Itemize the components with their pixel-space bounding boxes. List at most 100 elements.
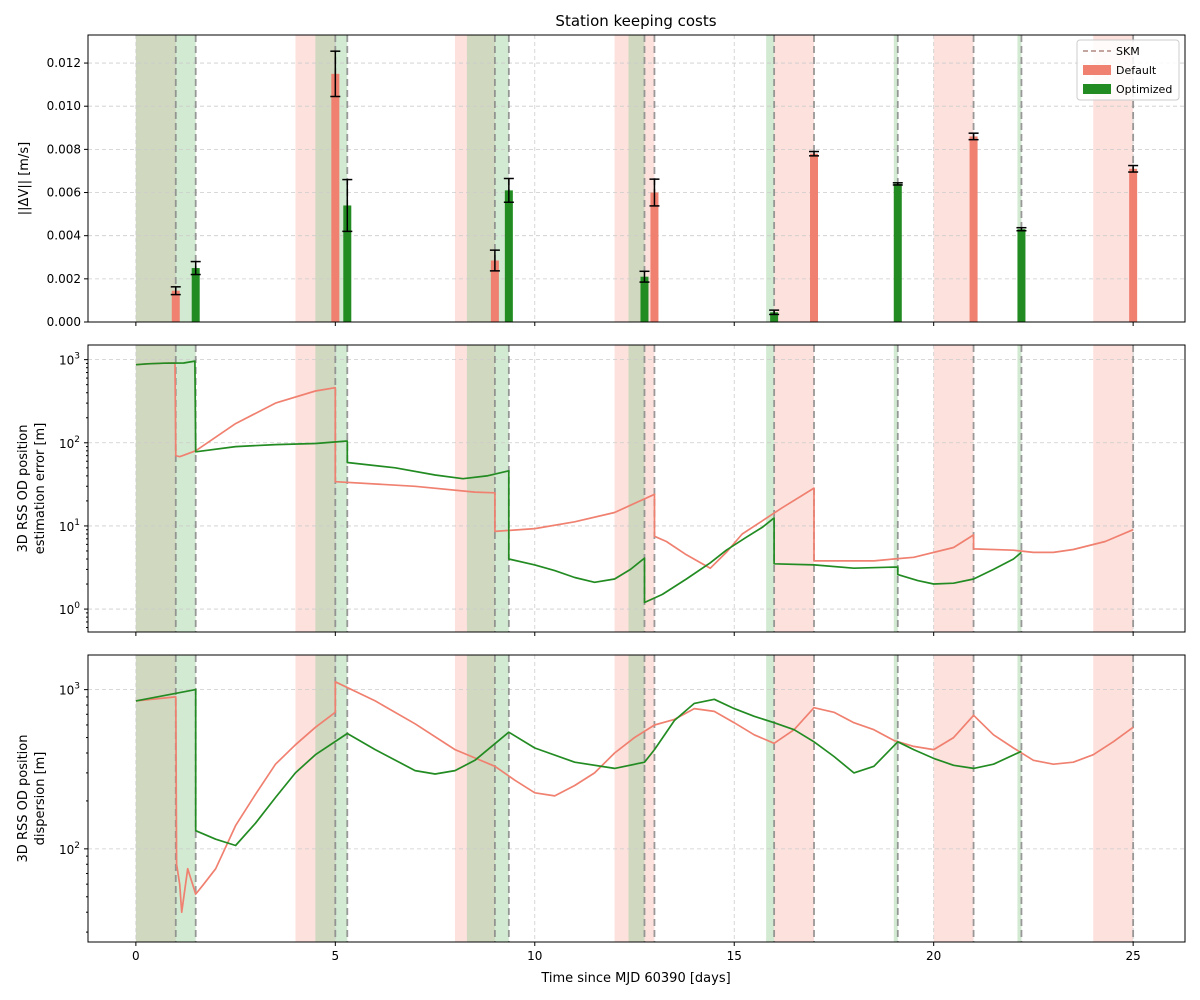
optimized-window-1 [315,345,348,632]
optimized-window-0 [135,655,196,942]
dispersion-panel-lines [135,680,1134,914]
y-tick-label: 101 [59,518,80,534]
default-window-4 [774,345,815,632]
optimized-window-4 [766,345,775,632]
error-panel-frame [87,344,1186,633]
cost-panel-y-ticks: 0.000 0.002 0.004 0.006 0.008 0.010 0.012 [47,56,88,329]
dispersion-panel-ylabel-line2: dispersion [m] [33,752,48,846]
error-panel-ylabel-line1: 3D RSS OD position [16,425,31,553]
error-panel: 100 101 102 103 3D RSS OD position estimati… [16,344,1186,636]
cost-panel-x-ticks [135,322,1134,326]
bar-optimized [343,205,352,322]
default-window-6 [1093,655,1134,942]
default-window-2 [454,345,495,632]
default-window-5 [933,655,974,942]
default-window-2 [454,655,495,942]
y-tick-label: 0.006 [47,186,81,200]
bar-optimized [1017,229,1026,322]
x-tick-label: 0 [132,949,140,963]
y-tick-label: 100 [59,601,80,617]
dispersion-panel-shaded-windows [135,655,1134,942]
optimized-window-6 [1017,655,1022,942]
bar-default [1129,168,1138,322]
default-window-3 [614,345,655,632]
default-window-4 [774,35,815,322]
x-tick-label: 15 [727,949,742,963]
dispersion-panel-grid [88,655,1185,942]
default-window-6 [1093,345,1134,632]
dispersion-panel-x-ticks: 0 5 10 15 20 25 [132,942,1141,963]
y-tick-label: 103 [59,682,80,698]
bar-default [171,290,180,322]
bar-optimized [640,276,649,322]
default-window-1 [295,35,336,322]
optimized-window-2 [466,35,509,322]
y-tick-label: 103 [59,352,80,368]
optimized-window-4 [766,655,775,942]
bar-default [331,73,340,322]
optimized-window-6 [1017,345,1022,632]
line-optimized [135,688,1022,847]
legend-skm-label: SKM [1116,45,1140,58]
legend-default-label: Default [1116,64,1157,77]
x-tick-label: 10 [527,949,542,963]
default-window-1 [295,655,336,942]
line-default [135,680,1134,914]
cost-panel-ylabel: ||ΔV|| [m/s] [17,142,32,215]
optimized-window-3 [628,655,645,942]
bar-optimized [893,183,902,322]
error-panel-x-ticks [135,632,1134,636]
chart-title: Station keeping costs [555,12,716,30]
default-window-0 [135,345,176,632]
y-tick-label: 0.004 [47,229,81,243]
bar-optimized [504,190,513,322]
dispersion-panel: 102 103 0 5 10 15 20 25 3D RSS OD position dis… [16,654,1186,963]
default-window-5 [933,345,974,632]
default-window-2 [454,35,495,322]
optimized-window-6 [1017,35,1022,322]
bar-default [969,136,978,322]
x-tick-label: 5 [332,949,340,963]
y-tick-label: 0.012 [47,56,81,70]
bar-optimized [191,268,200,322]
legend-optimized-label: Optimized [1116,83,1172,96]
cost-panel-bars [171,73,1138,322]
default-window-3 [614,655,655,942]
optimized-window-3 [628,35,645,322]
error-panel-y-ticks: 100 101 102 103 [59,352,88,629]
legend: SKM Default Optimized [1076,39,1180,101]
optimized-window-2 [466,655,509,942]
bar-default [810,153,819,322]
legend-default-swatch [1083,65,1111,75]
dispersion-panel-y-ticks: 102 103 [59,682,88,933]
x-tick-label: 20 [926,949,941,963]
optimized-window-2 [466,345,509,632]
legend-optimized-swatch [1083,84,1111,94]
default-window-4 [774,655,815,942]
y-tick-label: 0.010 [47,99,81,113]
cost-panel: 0.000 0.002 0.004 0.006 0.008 0.010 0.012 ||ΔV… [17,34,1186,329]
error-panel-lines [135,360,1134,604]
bar-default [650,192,659,322]
default-window-5 [933,35,974,322]
cost-panel-frame [87,34,1186,323]
bar-default [490,260,499,322]
x-axis-label: Time since MJD 60390 [days] [540,971,730,986]
x-tick-label: 25 [1126,949,1141,963]
line-optimized [135,360,1022,604]
dispersion-panel-ylabel-line1: 3D RSS OD position [16,735,31,863]
dispersion-panel-frame [87,654,1186,943]
default-window-3 [614,35,655,322]
error-panel-shaded-windows [135,345,1134,632]
default-window-0 [135,35,176,322]
optimized-window-5 [893,35,898,322]
error-panel-ylabel-line2: estimation error [m] [33,423,48,555]
line-default [135,362,1134,570]
optimized-window-4 [766,35,775,322]
optimized-window-5 [893,345,898,632]
optimized-window-1 [315,655,348,942]
y-tick-label: 0.000 [47,315,81,329]
optimized-window-5 [893,655,898,942]
cost-panel-error-bars [170,50,1139,316]
